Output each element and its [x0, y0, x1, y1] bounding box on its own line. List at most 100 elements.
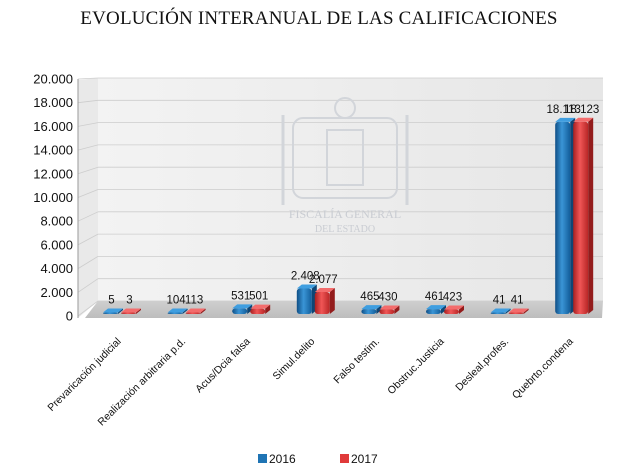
bar-top — [444, 305, 464, 310]
gridline-side — [77, 144, 99, 151]
bar-2017-2 — [185, 308, 206, 314]
y-tick-label: 14.000 — [33, 143, 73, 158]
bar-front — [444, 309, 459, 314]
bar-front — [426, 309, 441, 314]
bar-front — [490, 312, 506, 314]
bar-top — [361, 305, 382, 310]
bar-top — [379, 305, 400, 310]
legend-item-2016: 2016 — [258, 452, 296, 466]
data-label: 2.077 — [309, 274, 338, 286]
gridline-side — [77, 300, 99, 317]
bar-2016-6 — [426, 305, 446, 314]
bar-side — [200, 308, 206, 314]
y-axis: 0 2.000 4.000 6.000 8.000 10.000 12.000 14.000 1… — [33, 72, 79, 324]
x-tick-label: Falso testim. — [331, 336, 382, 387]
y-tick-label: 2.000 — [40, 285, 73, 300]
bar-2017-7 — [508, 308, 529, 314]
y-tick-label: 20.000 — [33, 72, 73, 87]
data-label: 18.113 — [547, 104, 581, 116]
data-label: 423 — [443, 292, 462, 304]
bar-2016-5 — [361, 305, 382, 314]
x-tick-label: Acus/Dcia falsa — [193, 336, 253, 396]
legend-label: 2017 — [351, 452, 378, 466]
bar-side — [329, 287, 335, 314]
floor — [85, 301, 603, 318]
x-tick-label: Desleal.profes. — [453, 336, 511, 394]
seal-inner — [326, 129, 364, 186]
bar-top — [185, 308, 206, 313]
bar-top — [296, 284, 317, 289]
gridlines — [77, 77, 603, 317]
watermark-seal: FISCALÍA GENERAL DEL ESTADO — [281, 97, 409, 235]
x-tick-label: Obstruc.Justicia — [385, 336, 446, 397]
bar-2017-1 — [121, 308, 141, 314]
chart-title: EVOLUCIÓN INTERANUAL DE LAS CALIFICACION… — [80, 8, 558, 29]
bar-top — [121, 308, 141, 313]
data-label: 501 — [249, 291, 268, 303]
bar-front — [573, 121, 589, 314]
bar-2016-1 — [103, 308, 123, 314]
bar-side — [376, 305, 382, 314]
x-tick-label: Quebrto.condena — [510, 336, 576, 402]
bar-2017-4 — [314, 287, 335, 314]
side-wall — [78, 78, 98, 318]
bar-top — [508, 308, 529, 313]
bar-side — [394, 305, 400, 314]
data-label: 430 — [378, 291, 397, 303]
bar-2016-7 — [490, 308, 511, 314]
x-tick-label: Simul.delito — [271, 336, 318, 383]
bar-front — [232, 308, 248, 314]
watermark-text: FISCALÍA GENERAL — [289, 207, 401, 221]
bar-2017-8 — [573, 117, 594, 314]
y-tick-label: 18.000 — [33, 95, 73, 110]
legend-item-2017: 2017 — [340, 452, 378, 466]
bar-2016-8 — [555, 117, 576, 314]
bar-2016-2 — [167, 308, 188, 314]
bar-front — [185, 312, 201, 314]
bar-2017-6 — [444, 305, 464, 314]
bar-front — [555, 121, 571, 314]
bar-top — [490, 308, 511, 313]
bar-side — [459, 305, 464, 314]
bar-front — [250, 308, 266, 314]
gridline-side — [77, 166, 99, 175]
gridline-side — [77, 77, 99, 80]
data-label: 5 — [108, 295, 114, 307]
bar-side — [588, 117, 594, 314]
bar-top — [555, 117, 576, 122]
bar-2016-3 — [232, 304, 253, 314]
gridline-side — [77, 99, 99, 104]
data-label: 18.123 — [564, 104, 599, 116]
y-tick-label: 6.000 — [40, 237, 73, 252]
bar-front — [508, 312, 524, 314]
legend-swatch — [340, 454, 349, 463]
y-tick-label: 8.000 — [40, 214, 73, 229]
bar-top — [314, 287, 335, 292]
y-tick-label: 0 — [66, 309, 73, 324]
legend: 2016 2017 — [258, 452, 378, 466]
y-tick-label: 4.000 — [40, 261, 73, 276]
bar-top — [426, 305, 446, 310]
data-label: 465 — [360, 291, 379, 303]
bar-side — [441, 305, 446, 314]
data-label: 3 — [126, 295, 132, 307]
data-label: 2.408 — [291, 270, 320, 282]
y-tick-label: 10.000 — [33, 190, 73, 205]
bars — [103, 117, 594, 314]
bar-2017-5 — [379, 305, 400, 314]
bar-side — [505, 308, 511, 314]
gridline-side — [77, 256, 99, 269]
bar-2016-4 — [296, 284, 317, 314]
seal-crown — [334, 97, 356, 119]
bar-side — [265, 304, 271, 314]
data-label: 41 — [493, 295, 506, 307]
watermark-text: DEL ESTADO — [315, 224, 375, 235]
bar-front — [121, 312, 136, 314]
legend-swatch — [258, 454, 267, 463]
legend-label: 2016 — [269, 452, 296, 466]
bar-top — [250, 304, 271, 309]
data-label: 104 — [167, 295, 187, 307]
bar-side — [136, 308, 141, 314]
